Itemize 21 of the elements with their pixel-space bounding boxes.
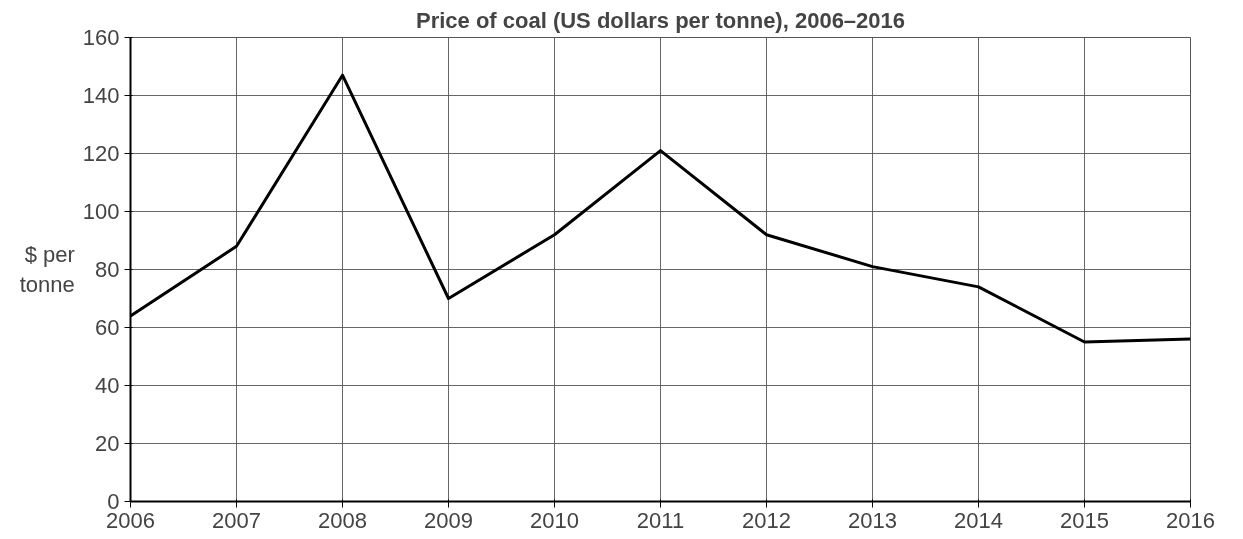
y-tick-label: 140	[82, 83, 120, 108]
x-tick-label: 2014	[954, 507, 1003, 533]
y-tick-label: 40	[95, 373, 120, 398]
y-tick-label: 120	[82, 141, 120, 166]
x-tick-label: 2011	[636, 507, 685, 533]
x-tick-label: 2007	[212, 507, 261, 533]
y-axis-title: $ per tonne	[19, 242, 75, 297]
x-tick-label: 2012	[742, 507, 791, 533]
y-tick-label: 160	[82, 25, 120, 50]
y-tick-label: 80	[95, 257, 120, 282]
x-tick-label: 2015	[1060, 507, 1109, 533]
chart-title: Price of coal (US dollars per tonne), 2006–2016	[415, 7, 906, 33]
y-tick-label: 60	[95, 315, 120, 340]
y-tick-label: 0	[107, 489, 120, 514]
y-tick-label: 20	[95, 431, 120, 456]
y-tick-label: 100	[82, 199, 120, 224]
x-tick-label: 2008	[318, 507, 367, 533]
x-tick-label: 2010	[530, 507, 579, 533]
x-tick-label: 2009	[424, 507, 473, 533]
x-tick-label: 2013	[848, 507, 897, 533]
x-tick-label: 2016	[1166, 507, 1215, 533]
